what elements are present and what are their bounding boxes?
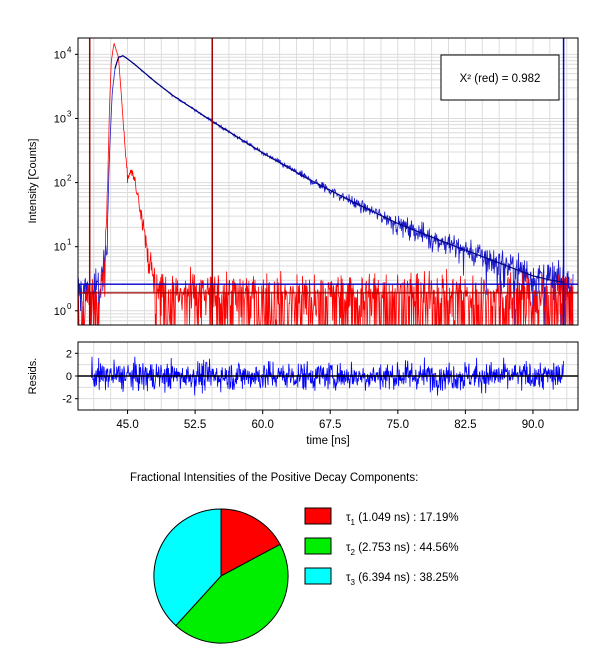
x-tick-label: 75.0: [387, 419, 409, 431]
y-tick-exponent: 4: [67, 45, 72, 54]
legend-swatch-3: [304, 567, 332, 585]
pie-chart: [153, 508, 289, 644]
x-tick-label: 67.5: [319, 419, 341, 431]
residual-x-ticks: 45.0 52.5 60.0 67.5 75.0 82.5 90.0: [116, 410, 544, 431]
y-tick-label: 10: [54, 242, 66, 254]
pie-legend: τ1 (1.049 ns) : 17.19% τ2 (2.753 ns) : 44…: [304, 507, 459, 587]
chi-square-label: X² (red) = 0.982: [460, 73, 541, 85]
cursor-lines: [78, 38, 578, 325]
time-axis-label: time [ns]: [306, 435, 349, 447]
chi-square-box: [440, 54, 560, 101]
y-tick-label: 10: [54, 178, 66, 190]
fit-curve: [114, 55, 564, 283]
x-tick-label: 82.5: [454, 419, 476, 431]
legend-label-3: τ3 (6.394 ns) : 38.25%: [346, 572, 459, 587]
x-tick-label: 45.0: [116, 419, 138, 431]
pie-slice-2: [175, 543, 289, 644]
decay-y-axis-label: Intensity [Counts]: [27, 139, 39, 224]
residual-y-tick-label: 2: [66, 348, 72, 360]
residual-trace: [78, 356, 578, 396]
legend-label-1: τ1 (1.049 ns) : 17.19%: [346, 512, 459, 527]
y-tick-label: 10: [54, 113, 66, 125]
x-tick-label: 90.0: [522, 419, 544, 431]
pie-slice-1: [220, 508, 281, 577]
decay-plot-frame: [77, 37, 579, 326]
y-tick-exponent: 2: [67, 174, 72, 183]
residual-y-axis-label: Resids.: [27, 358, 39, 395]
residual-y-ticks: 2 0 -2: [62, 348, 78, 406]
residual-y-tick-label: -2: [62, 394, 72, 406]
y-tick-exponent: 1: [67, 238, 72, 247]
x-tick-label: 52.5: [184, 419, 206, 431]
legend-swatch-2: [304, 537, 332, 555]
irf-trace: [77, 43, 574, 326]
legend-label-2: τ2 (2.753 ns) : 44.56%: [346, 542, 459, 557]
residual-y-tick-label: 0: [66, 371, 72, 383]
x-tick-label: 60.0: [251, 419, 273, 431]
y-tick-exponent: 3: [67, 109, 72, 118]
y-tick-label: 10: [54, 49, 66, 61]
legend-swatch-1: [304, 507, 332, 525]
y-tick-label: 10: [54, 306, 66, 318]
decay-curves: [77, 43, 574, 326]
y-tick-exponent: 0: [67, 302, 72, 311]
pie-title: Fractional Intensities of the Positive D…: [130, 472, 418, 484]
residual-line: [91, 356, 564, 396]
pie-slice-3: [153, 508, 222, 627]
